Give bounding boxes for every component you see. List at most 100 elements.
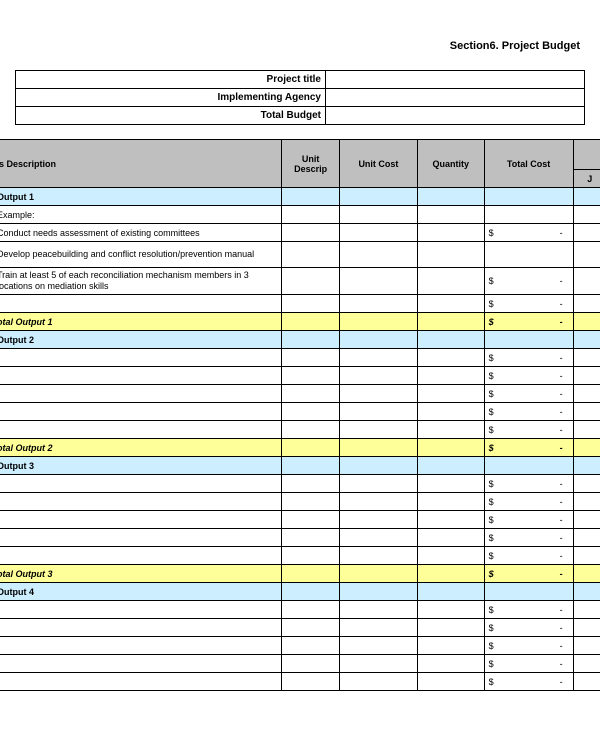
description-cell[interactable]: [0, 349, 282, 367]
unit-descrip-cell: [282, 206, 340, 224]
meta-label: Implementing Agency: [16, 89, 326, 107]
quantity-cell: [417, 529, 484, 547]
total-cost-cell: $-: [484, 313, 573, 331]
meta-value[interactable]: [326, 71, 585, 89]
total-cost-cell: $-: [484, 529, 573, 547]
col-quantity: Quantity: [417, 140, 484, 188]
description-cell[interactable]: [0, 619, 282, 637]
description-cell[interactable]: [0, 421, 282, 439]
description-cell[interactable]: Conduct needs assessment of existing com…: [0, 224, 282, 242]
extra-cell: [573, 295, 600, 313]
total-cost-cell: $-: [484, 601, 573, 619]
description-cell[interactable]: [0, 493, 282, 511]
description-cell[interactable]: [0, 403, 282, 421]
description-cell[interactable]: Example:: [0, 206, 282, 224]
meta-value[interactable]: [326, 89, 585, 107]
table-row: Train at least 5 of each reconciliation …: [0, 268, 600, 295]
table-row: Conduct needs assessment of existing com…: [0, 224, 600, 242]
table-row: $-: [0, 403, 600, 421]
quantity-cell: [417, 367, 484, 385]
extra-cell: [573, 511, 600, 529]
total-cost-cell: $-: [484, 565, 573, 583]
table-row: $-: [0, 637, 600, 655]
unit-cost-cell: [340, 619, 418, 637]
quantity-cell: [417, 547, 484, 565]
description-cell[interactable]: [0, 511, 282, 529]
extra-cell: [573, 349, 600, 367]
table-row: $-: [0, 493, 600, 511]
extra-cell: [573, 529, 600, 547]
unit-descrip-cell: [282, 601, 340, 619]
unit-descrip-cell: [282, 268, 340, 295]
quantity-cell: [417, 268, 484, 295]
unit-descrip-cell: [282, 619, 340, 637]
extra-cell: [573, 601, 600, 619]
cell: [282, 565, 340, 583]
table-row: $-: [0, 511, 600, 529]
extra-cell: [573, 385, 600, 403]
table-row: $-: [0, 475, 600, 493]
extra-cell: [573, 421, 600, 439]
unit-cost-cell: [340, 673, 418, 691]
cell: [282, 439, 340, 457]
total-cost-cell: $-: [484, 655, 573, 673]
table-row: Develop peacebuilding and conflict resol…: [0, 242, 600, 268]
description-cell[interactable]: Train at least 5 of each reconciliation …: [0, 268, 282, 295]
description-cell[interactable]: [0, 529, 282, 547]
cell: [484, 583, 573, 601]
cell: [340, 188, 418, 206]
unit-cost-cell: [340, 529, 418, 547]
description-cell[interactable]: [0, 637, 282, 655]
extra-cell: [573, 673, 600, 691]
quantity-cell: [417, 493, 484, 511]
extra-cell: [573, 268, 600, 295]
cell: [340, 565, 418, 583]
cell: [573, 583, 600, 601]
unit-cost-cell: [340, 421, 418, 439]
description-cell[interactable]: [0, 385, 282, 403]
quantity-cell: [417, 511, 484, 529]
extra-cell: [573, 403, 600, 421]
total-cost-cell: [484, 242, 573, 268]
description-cell[interactable]: [0, 601, 282, 619]
table-row: $-: [0, 367, 600, 385]
cell: [417, 439, 484, 457]
subtotal-label: otal Output 3: [0, 565, 282, 583]
description-cell[interactable]: [0, 295, 282, 313]
subtotal-label: otal Output 2: [0, 439, 282, 457]
output-title-row: Output 3: [0, 457, 600, 475]
cell: [573, 565, 600, 583]
quantity-cell: [417, 601, 484, 619]
quantity-cell: [417, 475, 484, 493]
description-cell[interactable]: [0, 547, 282, 565]
unit-cost-cell: [340, 268, 418, 295]
unit-descrip-cell: [282, 637, 340, 655]
cell: [417, 313, 484, 331]
extra-cell: [573, 475, 600, 493]
unit-descrip-cell: [282, 529, 340, 547]
total-cost-cell: $-: [484, 403, 573, 421]
output-title: Output 2: [0, 331, 282, 349]
description-cell[interactable]: [0, 673, 282, 691]
unit-descrip-cell: [282, 349, 340, 367]
meta-row: Total Budget: [16, 107, 585, 125]
cell: [340, 331, 418, 349]
description-cell[interactable]: [0, 475, 282, 493]
total-cost-cell: $-: [484, 439, 573, 457]
meta-value[interactable]: [326, 107, 585, 125]
cell: [417, 457, 484, 475]
table-row: $-: [0, 349, 600, 367]
total-cost-cell: $-: [484, 511, 573, 529]
table-row: $-: [0, 421, 600, 439]
cell: [340, 313, 418, 331]
meta-table: Project titleImplementing AgencyTotal Bu…: [15, 70, 585, 125]
col-j: J: [573, 170, 600, 188]
description-cell[interactable]: Develop peacebuilding and conflict resol…: [0, 242, 282, 268]
description-cell[interactable]: [0, 655, 282, 673]
description-cell[interactable]: [0, 367, 282, 385]
table-row: $-: [0, 601, 600, 619]
unit-cost-cell: [340, 367, 418, 385]
table-row: $-: [0, 655, 600, 673]
cell: [484, 457, 573, 475]
unit-descrip-cell: [282, 403, 340, 421]
